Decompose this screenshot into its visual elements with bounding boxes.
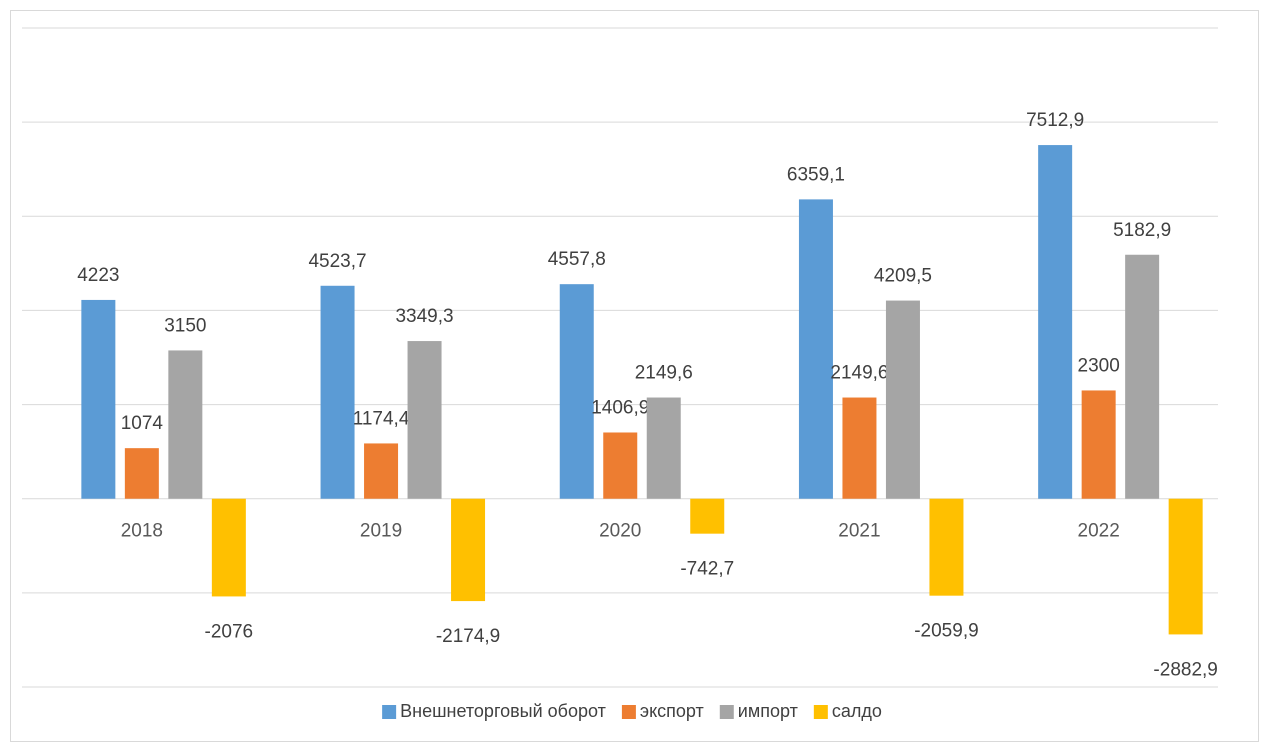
bar <box>929 498 964 596</box>
legend-label: импорт <box>738 701 798 721</box>
x-tick-label: 2022 <box>1078 521 1120 542</box>
data-label: 6359,1 <box>787 164 845 185</box>
bar <box>364 443 399 499</box>
data-label: -2174,9 <box>436 626 500 647</box>
data-label: 4209,5 <box>874 266 932 287</box>
x-tick-label: 2019 <box>360 521 402 542</box>
bar <box>407 341 442 499</box>
data-label: 3150 <box>164 315 206 336</box>
legend-swatch <box>621 705 636 719</box>
bar <box>559 284 594 499</box>
bar <box>211 498 246 597</box>
data-label: 1074 <box>121 413 164 434</box>
bar <box>798 199 833 499</box>
bar <box>168 350 203 499</box>
x-tick-label: 2018 <box>121 521 163 542</box>
data-label: 2300 <box>1078 355 1120 376</box>
data-label: 1174,4 <box>353 408 410 429</box>
bar <box>1081 390 1116 499</box>
data-label: 4557,8 <box>548 249 606 270</box>
bar <box>451 498 486 602</box>
data-label: -742,7 <box>680 559 734 580</box>
bar <box>320 285 355 499</box>
data-label: -2059,9 <box>914 621 978 642</box>
legend-swatch <box>382 705 397 719</box>
bar <box>646 397 681 499</box>
bar <box>1038 145 1073 499</box>
x-tick-label: 2021 <box>838 521 880 542</box>
legend-label: экспорт <box>640 701 704 721</box>
data-label: 4523,7 <box>308 251 366 272</box>
bar <box>603 432 638 499</box>
data-label: 7512,9 <box>1026 110 1084 131</box>
bar <box>124 448 159 499</box>
data-label: 3349,3 <box>395 306 453 327</box>
data-label: 1406,9 <box>591 398 649 419</box>
data-label: 4223 <box>77 265 119 286</box>
data-label: 5182,9 <box>1113 220 1171 241</box>
data-label: -2076 <box>205 621 254 642</box>
bar <box>842 397 877 499</box>
data-label: -2882,9 <box>1153 659 1217 680</box>
bar <box>81 299 116 499</box>
bar <box>885 300 920 499</box>
legend-swatch <box>719 705 734 719</box>
bar <box>1168 498 1203 635</box>
legend-swatch <box>813 705 828 719</box>
x-tick-label: 2020 <box>599 521 641 542</box>
legend-label: Внешнеторговый оборот <box>400 701 606 721</box>
bar <box>1125 254 1160 499</box>
legend-label: салдо <box>832 701 882 721</box>
data-label: 2149,6 <box>830 363 888 384</box>
data-label: 2149,6 <box>635 363 693 384</box>
bar <box>690 498 725 534</box>
